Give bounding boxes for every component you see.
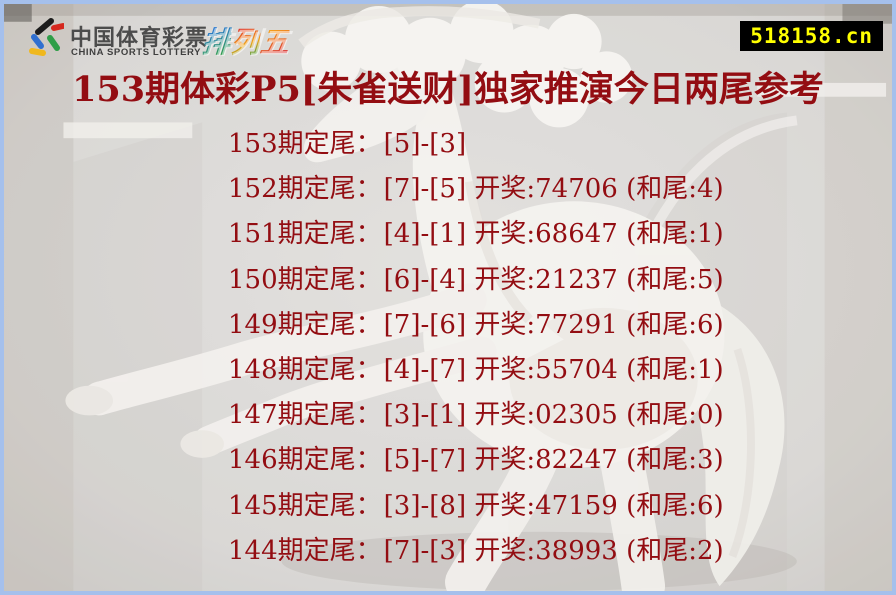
row-value: [5]-[7] 开奖:82247 (和尾:3): [383, 445, 724, 476]
page-title: 153期体彩P5[朱雀送财]独家推演今日两尾参考: [72, 69, 824, 110]
row-value: [3]-[8] 开奖:47159 (和尾:6): [383, 490, 724, 521]
prediction-row-152: 152期定尾：[7]-[5] 开奖:74706 (和尾:4): [228, 167, 882, 212]
prediction-row-149: 149期定尾：[7]-[6] 开奖:77291 (和尾:6): [228, 303, 882, 348]
row-value: [7]-[6] 开奖:77291 (和尾:6): [383, 309, 724, 340]
row-value: [6]-[4] 开奖:21237 (和尾:5): [383, 264, 724, 295]
horse-statue-illustration: [65, 4, 785, 591]
prediction-row-144: 144期定尾：[7]-[3] 开奖:38993 (和尾:2): [228, 529, 882, 574]
dark-corner-right: [842, 4, 892, 24]
prediction-row-150: 150期定尾：[6]-[4] 开奖:21237 (和尾:5): [228, 258, 882, 303]
prediction-row-147: 147期定尾：[3]-[1] 开奖:02305 (和尾:0): [228, 393, 882, 438]
prediction-list: 153期定尾：[5]-[3] 152期定尾：[7]-[5] 开奖:74706 (…: [228, 122, 882, 574]
arch-molding: [643, 115, 798, 243]
row-value: [4]-[1] 开奖:68647 (和尾:1): [383, 219, 724, 250]
prediction-row-146: 146期定尾：[5]-[7] 开奖:82247 (和尾:3): [228, 438, 882, 483]
right-pilaster: [824, 4, 892, 591]
row-value: [7]-[3] 开奖:38993 (和尾:2): [383, 535, 724, 566]
cornice: [63, 122, 193, 139]
row-label: 152期定尾：: [228, 174, 382, 205]
prediction-row-151: 151期定尾：[4]-[1] 开奖:68647 (和尾:1): [228, 212, 882, 257]
product-char-1: 排: [200, 25, 233, 59]
row-value: [5]-[3]: [383, 129, 467, 159]
front-hoof: [180, 430, 225, 458]
row-value: [7]-[5] 开奖:74706 (和尾:4): [383, 174, 724, 205]
product-char-2: 列: [229, 25, 262, 59]
row-label: 146期定尾：: [228, 445, 382, 476]
prediction-row-145: 145期定尾：[3]-[8] 开奖:47159 (和尾:6): [228, 484, 882, 529]
row-label: 153期定尾：: [228, 129, 382, 159]
left-pilaster: [4, 4, 74, 591]
row-label: 147期定尾：: [228, 400, 382, 431]
product-name-pailiewu: 排列五: [201, 19, 291, 61]
prediction-row-153: 153期定尾：[5]-[3]: [228, 122, 882, 167]
logo-text-en: CHINA SPORTS LOTTERY: [71, 47, 202, 58]
product-char-3: 五: [258, 25, 291, 59]
row-value: [4]-[7] 开奖:55704 (和尾:1): [383, 354, 724, 385]
row-label: 151期定尾：: [228, 219, 382, 250]
row-value: [3]-[1] 开奖:02305 (和尾:0): [383, 400, 724, 431]
logo-text-cn: 中国体育彩票: [70, 25, 209, 50]
row-label: 145期定尾：: [228, 490, 382, 521]
site-badge: 518158.cn: [740, 21, 883, 51]
floor-shadow: [281, 531, 797, 591]
dark-corner-left: [4, 4, 32, 22]
horse-statue-background: [4, 4, 892, 591]
row-label: 148期定尾：: [228, 354, 382, 385]
row-label: 144期定尾：: [228, 535, 382, 566]
row-label: 150期定尾：: [228, 264, 382, 295]
front-hoof: [65, 385, 114, 416]
prediction-row-148: 148期定尾：[4]-[7] 开奖:55704 (和尾:1): [228, 348, 882, 393]
row-label: 149期定尾：: [228, 309, 382, 340]
china-sports-lottery-logo-icon: [29, 18, 64, 56]
